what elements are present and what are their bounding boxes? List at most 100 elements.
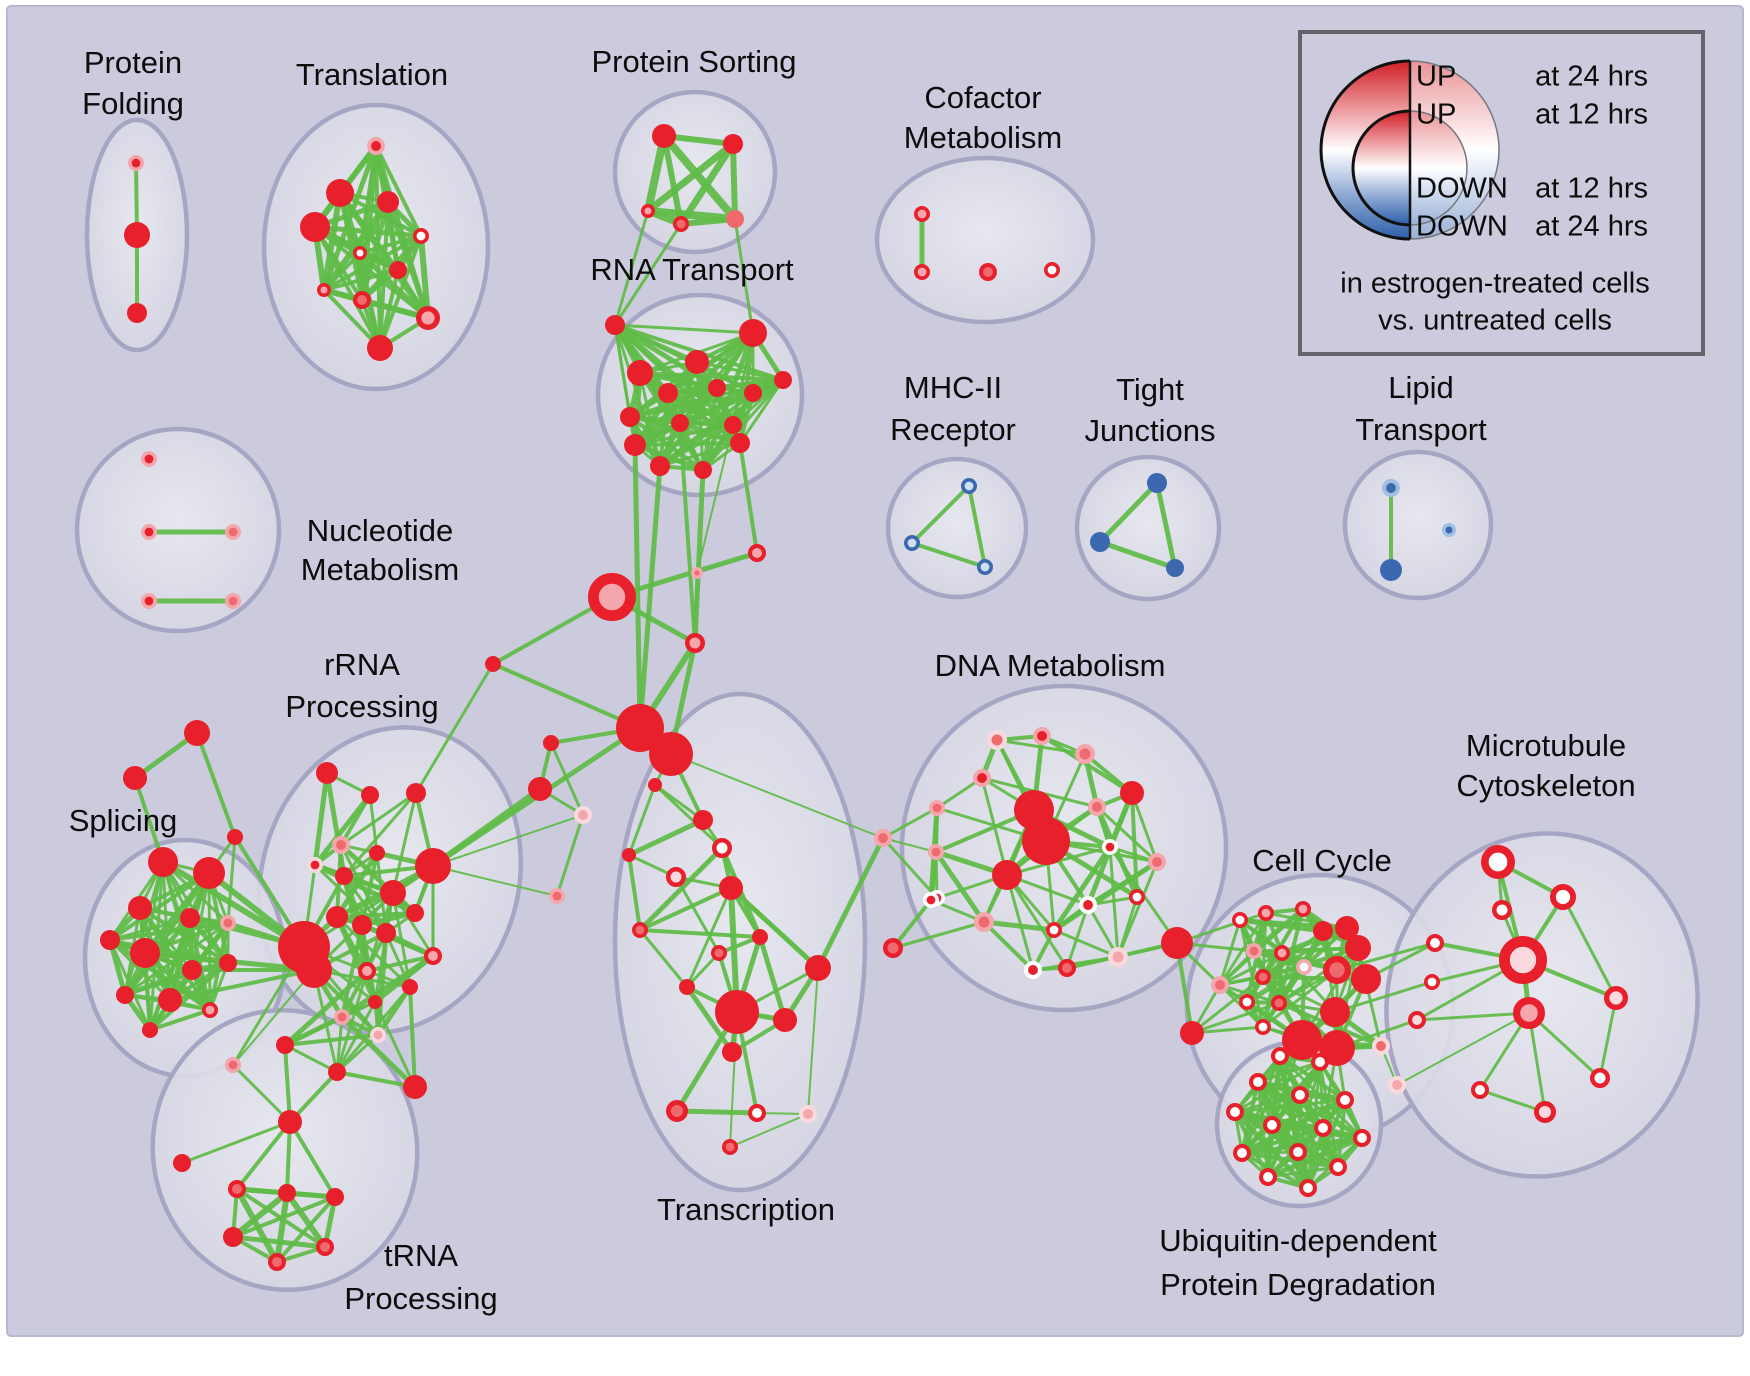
gene-node [128,896,152,920]
gene-node [679,979,695,995]
interaction-edge [701,423,735,472]
cluster-label-cofactor-metabolism: Cofactor Metabolism [904,80,1063,155]
interaction-edge [313,225,382,350]
interaction-edge [701,378,785,472]
gene-node [650,456,670,476]
cluster-ellipse-lipid-transport [1342,449,1494,601]
gene-node [574,806,593,825]
interaction-edge [638,928,689,989]
interaction-edge [1065,903,1090,970]
interaction-edge [414,662,495,795]
gene-node [193,857,225,889]
gene-node [1024,961,1043,980]
gene-node [1102,838,1119,855]
gene-node [357,962,376,981]
gene-node [220,914,237,931]
interaction-edge [391,791,418,895]
gene-node [223,1227,243,1247]
gene-node [300,212,330,242]
gene-node [116,986,134,1004]
gene-node [1079,896,1098,915]
interaction-edge [335,915,412,989]
gene-node [361,786,379,804]
gene-node [715,990,759,1034]
gene-node [124,222,150,248]
interaction-edge [360,851,379,927]
gene-node [543,735,559,751]
gene-node [1313,921,1333,941]
gene-node [1258,904,1275,921]
interaction-edge [230,1234,328,1250]
interaction-edge [661,133,684,227]
gene-node [278,1110,302,1134]
cluster-ellipse-tight-junctions [1074,454,1222,602]
gene-node [748,544,767,563]
gene-node [1249,1073,1268,1092]
gene-node [799,1105,818,1124]
gene-node [648,778,662,792]
interaction-edge [674,1108,760,1116]
interaction-edge [881,806,939,840]
cluster-label-nucleotide-metabolism: Nucleotide Metabolism [301,513,460,587]
gene-node [1289,1143,1308,1162]
gene-node [987,730,1007,750]
interaction-edge [491,662,642,730]
gene-node [548,887,565,904]
interaction-edge [670,753,884,839]
cluster-label-rna-transport: RNA Transport [590,252,794,287]
gene-node [1299,1179,1318,1198]
gene-node [317,283,331,297]
cluster-labels: Protein Folding Translation Protein Sorting… [69,44,1636,1316]
interaction-edge [1238,918,1306,969]
gene-node [380,880,406,906]
gene-node [141,450,158,467]
gene-node [1033,727,1052,746]
gene-node [315,1238,334,1257]
interaction-edge [232,969,315,1066]
interaction-edge [1240,1038,1304,1155]
interaction-edge [432,814,584,867]
cluster-label-rrna-processing: rRNA Processing [285,647,438,724]
interaction-edge [1396,1012,1530,1086]
gene-node [1274,944,1291,961]
cluster-label-trna-processing: tRNA Processing [344,1238,497,1316]
gene-node [377,191,399,213]
interaction-edge [910,484,971,545]
gene-node [406,904,424,922]
gene-node [1271,994,1288,1011]
interaction-edge [385,199,431,321]
gene-node [748,1104,767,1123]
interaction-edge [644,132,668,215]
interaction-edge [696,552,758,574]
gene-node [182,960,202,980]
gene-node [1088,798,1107,817]
legend-note-line-1: vs. untreated cells [1378,305,1612,337]
gene-node [376,923,396,943]
gene-node [1180,1021,1204,1045]
gene-node [528,777,552,801]
gene-node [173,1154,191,1172]
gene-node [622,848,636,862]
interaction-edge [123,921,230,997]
cluster-label-tight-junctions: Tight Junctions [1085,372,1216,448]
gene-node [979,262,998,281]
gene-node [1259,1168,1278,1187]
interaction-edge [432,865,558,897]
cluster-ellipse-cofactor-metabolism [874,155,1096,325]
interaction-edge [644,140,737,215]
gene-node [306,856,323,873]
interaction-edge [373,1000,417,1089]
gene-node [406,783,426,803]
gene-node [1351,964,1381,994]
cluster-label-transcription: Transcription [657,1192,835,1227]
interaction-edge [660,132,739,223]
cluster-label-lipid-transport: Lipid Transport [1355,370,1487,447]
gene-node [883,938,903,958]
gene-node [368,995,382,1009]
interaction-edge [1005,873,1069,970]
gene-node [624,434,646,456]
gene-node [1233,1144,1252,1163]
interaction-edge [638,928,762,939]
interaction-edge [696,424,734,574]
gene-node [296,952,332,988]
